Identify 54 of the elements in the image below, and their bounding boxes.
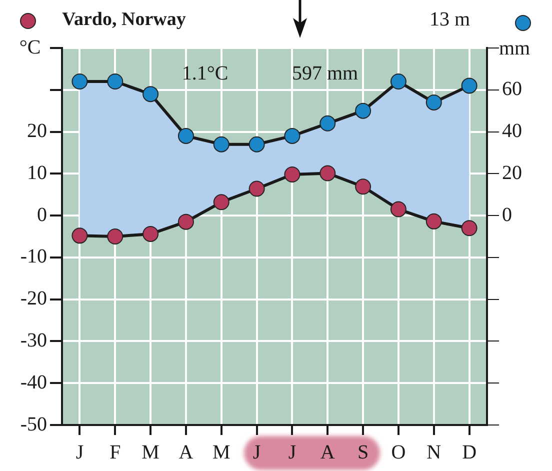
y-tick-label: -40 (20, 371, 47, 394)
x-tick-label: A (178, 441, 194, 464)
y-tick-label: -50 (20, 413, 47, 436)
point (355, 178, 372, 195)
point (320, 115, 336, 132)
x-tick-label: D (462, 441, 477, 464)
y-tick-label: -20 (20, 288, 47, 310)
y-tick-label: 0 (37, 204, 47, 226)
y2-tick-label: 40 (502, 120, 522, 142)
point (390, 74, 406, 90)
x-tick-label: N (426, 441, 442, 464)
y2-tick-label: 0 (502, 204, 512, 226)
point (320, 165, 336, 182)
x-tick-label: J (288, 441, 296, 464)
y-tick-label: -10 (20, 246, 47, 268)
x-tick-label: J (252, 441, 261, 464)
y2-axis-title: mm (499, 37, 531, 60)
point (461, 220, 478, 236)
point (142, 226, 159, 242)
point (248, 180, 265, 197)
point (107, 228, 124, 244)
text: 13 m (429, 8, 470, 30)
y-tick-label: 20 (27, 120, 47, 142)
point (461, 78, 478, 94)
point (426, 94, 442, 110)
x-tick-label: J (76, 441, 84, 464)
point (248, 136, 265, 152)
annotation: 1.1°C (182, 62, 228, 84)
point (284, 128, 300, 144)
y2-tick-label: 60 (502, 78, 522, 100)
x-tick-label: M (142, 441, 160, 464)
x-tick-label: S (357, 441, 369, 464)
y2-tick-label: 20 (502, 162, 522, 184)
x-tick-label: M (212, 441, 230, 464)
point (284, 166, 300, 183)
point (107, 74, 124, 90)
y-tick-label: 10 (27, 162, 47, 184)
point (213, 136, 230, 152)
y-axis-title: °C (19, 36, 41, 58)
point (72, 228, 88, 244)
point (142, 86, 159, 102)
x-tick-label: O (391, 441, 406, 464)
point (390, 201, 406, 218)
annotation: 597 mm (292, 62, 358, 84)
point (178, 128, 194, 144)
y-tick-label: -30 (20, 329, 47, 352)
x-tick-label: F (110, 441, 121, 464)
x-tick-label: A (320, 441, 336, 464)
point (213, 194, 230, 210)
point (72, 74, 88, 90)
chart-title: Vardo, Norway (62, 8, 186, 30)
point (355, 102, 372, 119)
point (178, 214, 194, 230)
point (426, 213, 442, 230)
